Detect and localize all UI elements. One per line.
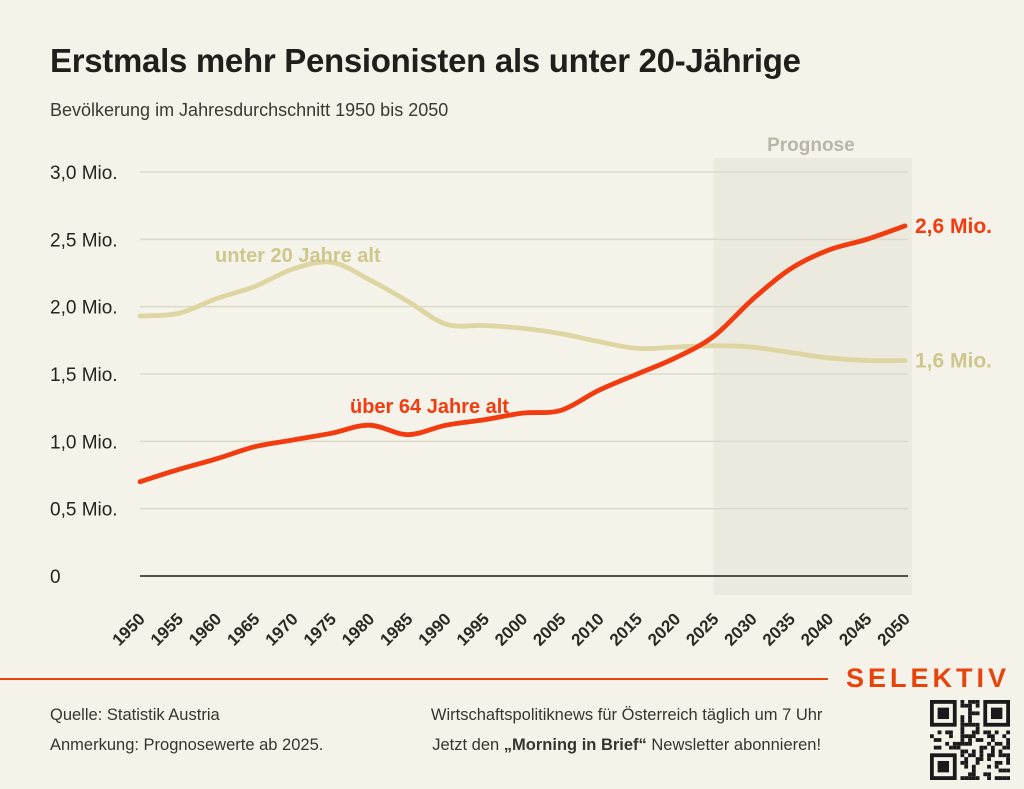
x-tick-label: 1985 — [376, 609, 416, 649]
x-tick-label: 2005 — [529, 609, 569, 649]
y-tick-label: 2,0 Mio. — [50, 298, 118, 319]
population-line-chart: Prognose 0 0,5 Mio. 1,0 Mio. 1,5 Mio. 2,0 Mio… — [50, 135, 992, 650]
x-tick-label: 1990 — [415, 609, 455, 649]
x-tick-label: 1975 — [300, 609, 340, 649]
newsletter-line1: Wirtschaftspolitiknews für Österreich tä… — [430, 706, 823, 724]
x-tick-label: 2040 — [797, 609, 837, 649]
x-tick-label: 2050 — [874, 609, 914, 649]
x-tick-label: 1950 — [109, 609, 149, 649]
brand-bar: SELEKTIV — [0, 663, 1010, 694]
prognose-label: Prognose — [767, 135, 855, 156]
series-name-label: unter 20 Jahre alt — [215, 245, 381, 267]
x-tick-label: 1965 — [223, 609, 263, 649]
y-tick-label: 3,0 Mio. — [50, 163, 118, 184]
newsletter-line2: Jetzt den „Morning in Brief“ Newsletter … — [431, 730, 823, 760]
brand-divider-line — [0, 677, 828, 680]
y-tick-label: 1,0 Mio. — [50, 432, 118, 453]
y-tick-label: 0,5 Mio. — [50, 500, 118, 521]
series-name-label: über 64 Jahre alt — [350, 396, 509, 418]
chart-title: Erstmals mehr Pensionisten als unter 20-… — [50, 42, 801, 79]
x-tick-label: 2025 — [682, 609, 722, 649]
chart-subtitle: Bevölkerung im Jahresdurchschnitt 1950 b… — [50, 100, 449, 120]
series-line-over64 — [137, 223, 908, 485]
source-notes: Quelle: Statistik Austria Anmerkung: Pro… — [50, 700, 323, 760]
x-tick-label: 1955 — [147, 609, 187, 649]
newsletter-promo: Wirtschaftspolitiknews für Österreich tä… — [431, 700, 823, 760]
x-tick-label: 2000 — [491, 609, 531, 649]
footer: Quelle: Statistik Austria Anmerkung: Pro… — [50, 700, 1010, 780]
x-tick-label: 2010 — [568, 609, 608, 649]
x-tick-label: 1970 — [262, 609, 302, 649]
newsletter-line2-suffix: Newsletter abonnieren! — [646, 736, 822, 754]
prognose-note: Anmerkung: Prognosewerte ab 2025. — [50, 736, 324, 754]
source-note: Quelle: Statistik Austria — [50, 706, 220, 724]
x-tick-label: 2045 — [835, 609, 875, 649]
x-tick-label: 2020 — [644, 609, 684, 649]
selektiv-logo: SELEKTIV — [845, 663, 1010, 693]
newsletter-line2-bold: „Morning in Brief“ — [503, 736, 647, 754]
x-tick-label: 2035 — [759, 609, 799, 649]
newsletter-line2-prefix: Jetzt den — [432, 736, 504, 754]
y-tick-label: 2,5 Mio. — [50, 230, 118, 251]
x-tick-label: 2015 — [606, 609, 646, 649]
x-tick-label: 1960 — [185, 609, 225, 649]
prognose-band — [713, 158, 912, 595]
y-tick-label: 1,5 Mio. — [50, 365, 118, 386]
y-tick-label: 0 — [50, 567, 61, 588]
x-tick-label: 1995 — [453, 609, 493, 649]
series-end-label: 1,6 Mio. — [915, 350, 992, 373]
x-tick-label: 2030 — [721, 609, 761, 649]
series-line-under20 — [137, 259, 908, 364]
qr-code — [929, 700, 1010, 780]
x-tick-label: 1980 — [338, 609, 378, 649]
series-end-label: 2,6 Mio. — [915, 215, 992, 238]
